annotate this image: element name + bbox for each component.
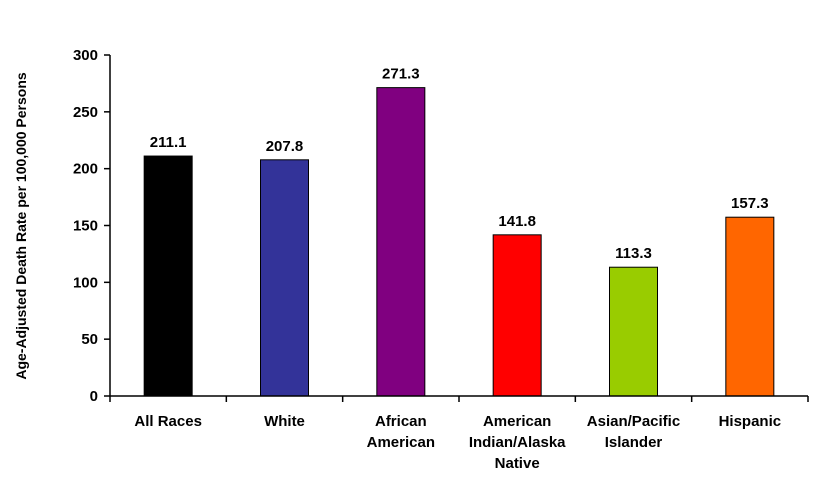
x-category-label-line: American xyxy=(483,413,551,430)
axes-group xyxy=(109,55,808,397)
y-tick-label: 100 xyxy=(73,274,98,291)
bar xyxy=(609,266,658,397)
y-tick-label: 300 xyxy=(73,47,98,64)
x-category-label-line: Islander xyxy=(605,434,663,451)
x-category-label-line: All Races xyxy=(134,413,202,430)
y-axis-title: Age-Adjusted Death Rate per 100,000 Pers… xyxy=(13,72,29,380)
x-category-label: Hispanic xyxy=(719,413,782,430)
y-axis-title-group: Age-Adjusted Death Rate per 100,000 Pers… xyxy=(13,72,29,380)
bar xyxy=(143,155,193,397)
bar-value-label: 207.8 xyxy=(266,138,304,155)
bar-value-label: 271.3 xyxy=(382,66,420,83)
x-category-label-line: Indian/Alaska xyxy=(469,434,566,451)
bar xyxy=(492,234,542,397)
x-category-label: All Races xyxy=(134,413,202,430)
bar-value-label: 157.3 xyxy=(731,195,769,212)
y-tick-label: 0 xyxy=(90,388,98,405)
bar-value-label: 141.8 xyxy=(498,213,536,230)
y-tick-label: 250 xyxy=(73,104,98,121)
x-category-label: African American xyxy=(367,413,435,451)
bar xyxy=(260,159,309,397)
bar xyxy=(376,87,426,397)
bar xyxy=(725,216,775,397)
y-tick-label: 50 xyxy=(81,331,98,348)
x-category-label-line: Native xyxy=(495,455,540,472)
bar-value-label: 113.3 xyxy=(615,245,652,262)
x-category-label: White xyxy=(264,413,305,430)
x-category-label-line: Hispanic xyxy=(719,413,782,430)
y-tick-label: 200 xyxy=(73,161,98,178)
bar-value-label: 211.1 xyxy=(150,134,187,151)
x-category-label: Asian/Pacific Islander xyxy=(587,413,680,451)
bars-group: 211.1 207.8 271.3 141.8 113.3 157.3 xyxy=(143,66,775,397)
y-axis-ticks: 0 50 100 150 200 250 300 xyxy=(73,47,809,405)
y-tick-label: 150 xyxy=(73,218,98,235)
x-category-label: American Indian/Alaska Native xyxy=(469,413,566,472)
x-category-label-line: White xyxy=(264,413,305,430)
x-category-label-line: African xyxy=(375,413,427,430)
x-category-label-line: American xyxy=(367,434,435,451)
x-axis-categories: All Races White African American American Ind… xyxy=(134,413,781,472)
x-category-label-line: Asian/Pacific xyxy=(587,413,680,430)
